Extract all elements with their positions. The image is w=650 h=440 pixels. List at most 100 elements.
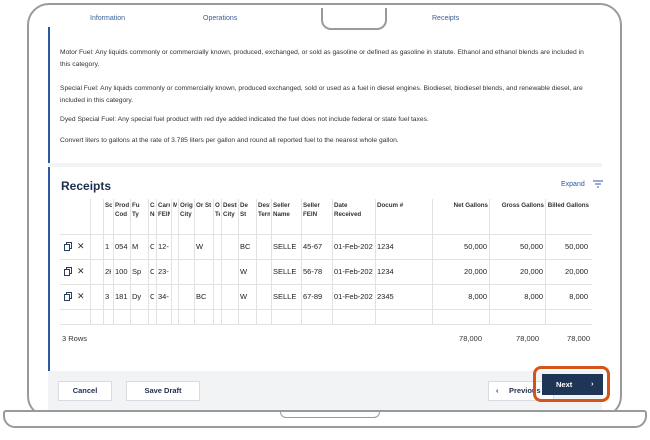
column-divider xyxy=(130,199,131,324)
expand-link[interactable]: Expand xyxy=(561,181,585,188)
table-cell[interactable]: 23-45 G xyxy=(158,267,169,276)
column-header[interactable]: Carrie Name xyxy=(150,202,155,218)
table-cell[interactable]: Dy xyxy=(132,292,142,301)
table-cell[interactable]: 3 xyxy=(105,292,110,301)
table-cell[interactable]: 01-Feb-2025 xyxy=(334,242,373,251)
table-cell[interactable]: 34-56 R xyxy=(158,292,169,301)
column-header[interactable]: Seller FEIN xyxy=(303,202,320,218)
table-cell[interactable]: 1234 xyxy=(377,242,394,251)
table-cell[interactable] xyxy=(223,259,236,284)
column-header[interactable]: Origin City xyxy=(180,202,193,218)
column-header[interactable]: Docum # xyxy=(377,202,404,209)
table-cell[interactable]: 8,000 xyxy=(524,292,543,301)
table-cell[interactable]: 2345 xyxy=(377,292,394,301)
table-cell[interactable]: 20,000 xyxy=(464,267,487,276)
table-cell[interactable]: BC xyxy=(240,242,251,251)
table-cell[interactable] xyxy=(258,284,269,309)
column-header[interactable]: Billed Gallons xyxy=(547,202,589,209)
table-cell[interactable]: 2K xyxy=(105,267,111,276)
table-row[interactable]: ✕ 3 181 Dy CARR 34-56 R BC W SELLE 67-89 01-Feb-20… xyxy=(60,284,592,310)
copy-icon[interactable] xyxy=(64,292,72,301)
column-header[interactable]: M xyxy=(173,199,177,234)
table-cell[interactable]: 45-67 xyxy=(303,242,323,251)
table-cell[interactable] xyxy=(223,284,236,309)
table-cell[interactable] xyxy=(180,234,192,259)
conversion-note: Convert liters to gallons at the rate of… xyxy=(60,137,399,144)
column-divider xyxy=(375,199,376,324)
table-cell[interactable]: W xyxy=(240,292,248,301)
column-divider xyxy=(489,199,490,324)
table-cell[interactable] xyxy=(173,234,176,259)
table-cell[interactable] xyxy=(173,284,176,309)
table-cell[interactable] xyxy=(180,259,192,284)
tab-operations[interactable]: Operations xyxy=(203,15,238,22)
column-header[interactable]: Gross Gallons xyxy=(501,202,544,209)
table-cell[interactable]: BC xyxy=(196,292,207,301)
table-cell[interactable]: M xyxy=(132,242,139,251)
table-cell[interactable]: W xyxy=(196,242,204,251)
tab-receipts[interactable]: Receipts xyxy=(432,15,460,22)
table-cell[interactable]: 8,000 xyxy=(569,292,588,301)
table-cell[interactable]: CARR xyxy=(150,284,154,309)
table-cell[interactable]: 8,000 xyxy=(468,292,487,301)
delete-row-icon[interactable]: ✕ xyxy=(77,291,85,301)
column-header[interactable]: Destir Termi xyxy=(258,202,270,218)
save-draft-button[interactable]: Save Draft xyxy=(126,381,200,401)
delete-row-icon[interactable]: ✕ xyxy=(77,266,85,276)
table-cell[interactable] xyxy=(258,259,269,284)
column-header[interactable]: Or St xyxy=(196,202,212,209)
table-cell[interactable] xyxy=(196,259,211,284)
table-cell[interactable]: 20,000 xyxy=(565,267,588,276)
column-header[interactable]: Sche xyxy=(105,202,112,209)
cancel-button[interactable]: Cancel xyxy=(58,381,112,401)
filter-icon[interactable] xyxy=(593,180,603,188)
table-cell[interactable]: 12-34 B xyxy=(158,242,169,251)
table-cell[interactable]: 67-89 xyxy=(303,292,323,301)
table-cell[interactable]: CARR xyxy=(150,234,154,259)
table-cell[interactable]: 054 xyxy=(115,242,128,251)
table-cell[interactable] xyxy=(180,284,192,309)
table-cell[interactable]: W xyxy=(240,267,248,276)
special-fuel-definition: Special Fuel: Any liquids commonly or co… xyxy=(60,85,583,105)
column-header[interactable]: Origin Termi xyxy=(215,202,220,218)
column-header[interactable]: Seller Name xyxy=(273,202,290,218)
table-cell[interactable] xyxy=(215,284,219,309)
table-row[interactable]: ✕ 2K 100 Sp CARR 23-45 G W SELLE 56-78 01-Feb-202… xyxy=(60,259,592,285)
column-header[interactable]: Prod Cod xyxy=(115,202,129,218)
table-cell[interactable] xyxy=(215,259,219,284)
table-cell[interactable]: 50,000 xyxy=(464,242,487,251)
table-row[interactable]: ✕ 1 054 M CARR 12-34 B W BC SELLE 45-67 01-Feb-202… xyxy=(60,234,592,260)
table-cell[interactable]: SELLE xyxy=(273,292,297,301)
column-header[interactable]: Destir City xyxy=(223,202,237,218)
table-cell[interactable]: 20,000 xyxy=(520,267,543,276)
table-cell[interactable]: CARR xyxy=(150,259,154,284)
table-cell[interactable]: 100 xyxy=(115,267,128,276)
table-cell[interactable] xyxy=(223,234,236,259)
column-divider xyxy=(332,199,333,324)
table-cell[interactable]: 1234 xyxy=(377,267,394,276)
copy-icon[interactable] xyxy=(64,242,72,251)
laptop-base-slot xyxy=(280,412,380,418)
copy-icon[interactable] xyxy=(64,267,72,276)
table-cell[interactable]: SELLE xyxy=(273,267,297,276)
table-cell[interactable]: 01-Feb-2025 xyxy=(334,267,373,276)
table-cell[interactable] xyxy=(173,259,176,284)
tab-information[interactable]: Information xyxy=(90,15,126,22)
table-cell[interactable] xyxy=(258,234,269,259)
table-cell[interactable] xyxy=(215,234,219,259)
column-header[interactable]: Date Received xyxy=(334,202,362,218)
table-cell[interactable]: 50,000 xyxy=(520,242,543,251)
column-header[interactable]: Net Gallons xyxy=(453,202,488,209)
column-header[interactable]: Carrie FEIN xyxy=(158,202,170,218)
table-cell[interactable]: 50,000 xyxy=(565,242,588,251)
table-cell[interactable]: 1 xyxy=(105,242,110,251)
table-cell[interactable]: Sp xyxy=(132,267,142,276)
table-cell[interactable]: 56-78 xyxy=(303,267,323,276)
next-button[interactable]: Next › xyxy=(542,374,603,395)
table-cell[interactable]: 01-Feb-2025 xyxy=(334,292,373,301)
table-cell[interactable]: 181 xyxy=(115,292,128,301)
table-cell[interactable]: SELLE xyxy=(273,242,297,251)
column-header[interactable]: De St xyxy=(240,202,248,218)
column-header[interactable]: Fu Ty xyxy=(132,202,140,218)
delete-row-icon[interactable]: ✕ xyxy=(77,241,85,251)
